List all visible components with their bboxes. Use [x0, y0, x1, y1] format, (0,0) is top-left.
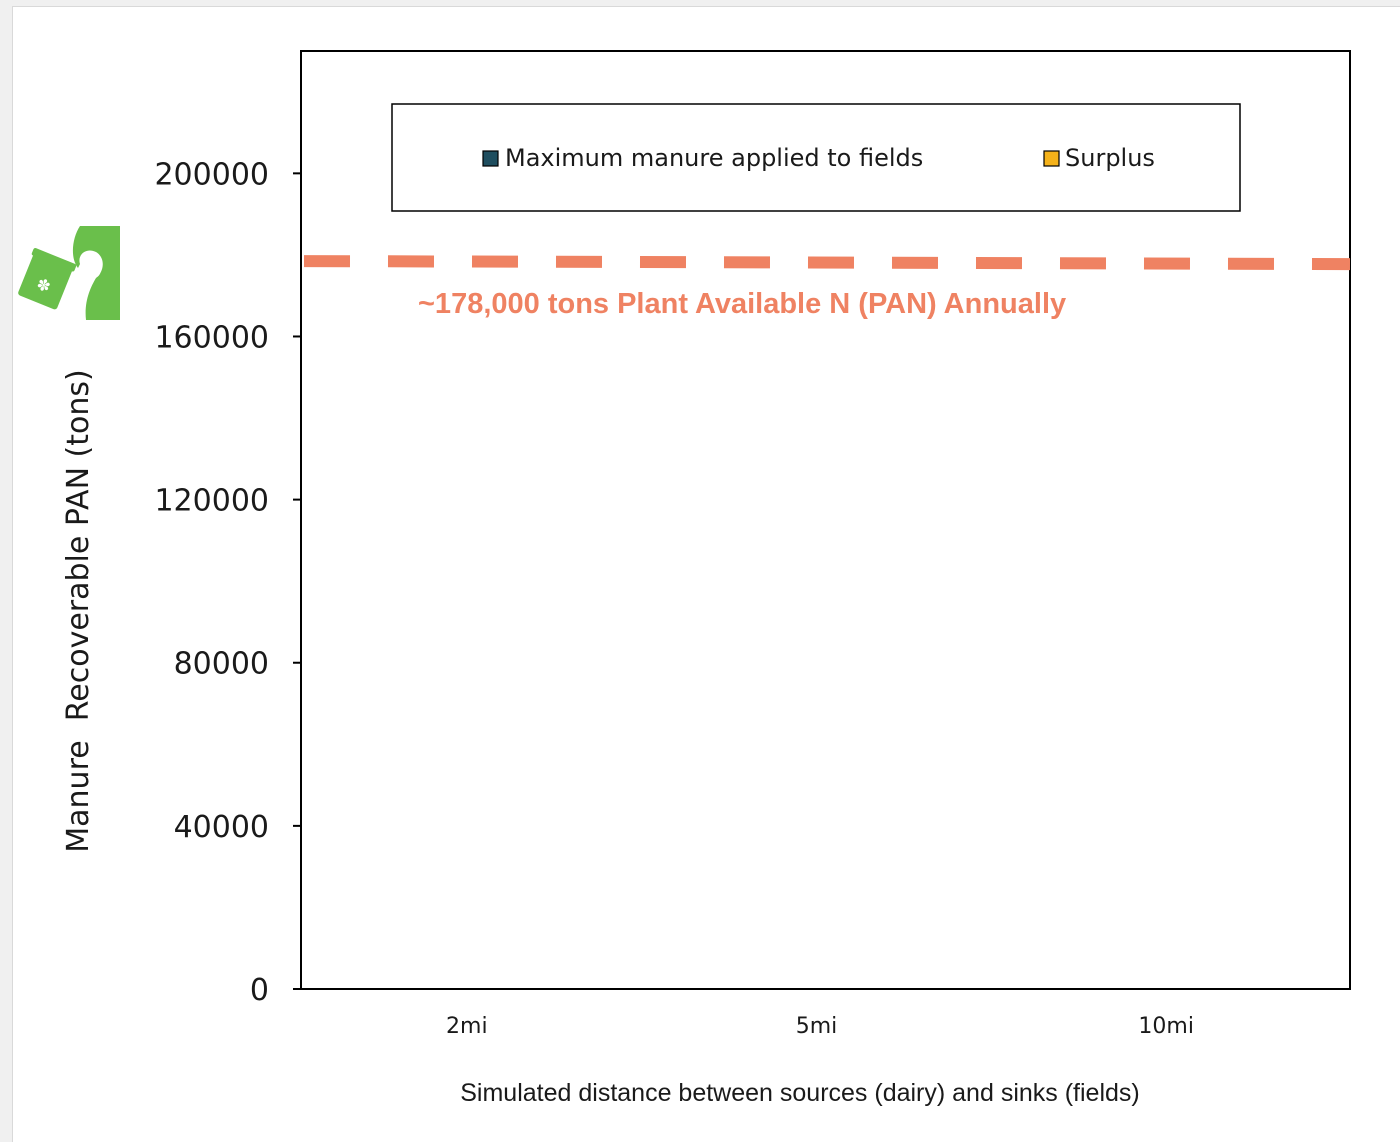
legend-swatch-max-manure: [482, 150, 499, 167]
y-tick-label: 200000: [154, 157, 269, 192]
legend-box: [391, 103, 1241, 212]
y-tick-label: 80000: [174, 647, 269, 682]
pan-reference-label: ~178,000 tons Plant Available N (PAN) An…: [418, 288, 1066, 320]
y-axis-ticks: 0 40000 80000 120000 160000 200000: [154, 157, 301, 1008]
legend-label-max-manure: Maximum manure applied to fields: [505, 144, 923, 172]
legend-swatch-surplus: [1043, 150, 1060, 167]
y-tick-label: 0: [250, 973, 269, 1008]
x-axis-ticks: 2mi 5mi 10mi: [446, 1014, 1194, 1039]
plot-area: [300, 50, 1351, 990]
manure-spreader-icon: ✽: [18, 226, 120, 320]
y-tick-label: 40000: [174, 810, 269, 845]
pan-reference-line: [303, 255, 1351, 271]
icon-bucket: [18, 252, 73, 310]
y-tick-label: 120000: [154, 484, 269, 519]
icon-bucket-rim: [31, 248, 77, 272]
x-tick-label: 10mi: [1138, 1014, 1194, 1039]
legend-label-surplus: Surplus: [1065, 144, 1155, 172]
icon-spray: [80, 262, 101, 279]
icon-body: [72, 226, 120, 320]
x-tick-label: 5mi: [796, 1014, 838, 1039]
y-tick-label: 160000: [154, 320, 269, 355]
svg-text:✽: ✽: [34, 274, 54, 297]
legend: Maximum manure applied to fields Surplus: [391, 103, 1241, 212]
y-axis-label: Manure Recoverable PAN (tons): [61, 369, 96, 852]
x-tick-label: 2mi: [446, 1014, 488, 1039]
x-axis-label: Simulated distance between sources (dair…: [460, 1079, 1139, 1107]
